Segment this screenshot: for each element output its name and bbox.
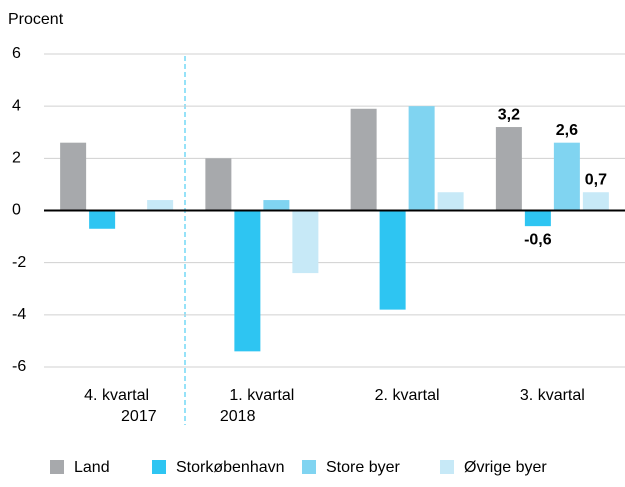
legend-swatch (152, 460, 166, 474)
y-tick-label: -4 (12, 306, 26, 323)
legend-label: Storkøbenhavn (176, 459, 285, 476)
bar (234, 210, 261, 352)
bar (553, 142, 580, 211)
bar (205, 158, 232, 211)
bar (495, 127, 522, 211)
x-tick-sublabel: 2017 (121, 408, 157, 425)
bar (292, 210, 319, 274)
x-tick-sublabel: 2018 (220, 408, 256, 425)
y-tick-label: -6 (12, 358, 26, 375)
y-tick-label: -2 (12, 254, 26, 271)
bar (350, 108, 377, 211)
x-tick-label: 3. kvartal (520, 387, 585, 404)
y-tick-label: 0 (12, 202, 21, 219)
x-tick-label: 4. kvartal (84, 387, 149, 404)
bar (60, 142, 87, 211)
data-label: 2,6 (556, 122, 578, 139)
bar (437, 192, 464, 211)
legend-swatch (302, 460, 316, 474)
y-tick-label: 4 (12, 97, 21, 114)
legend-swatch (50, 460, 64, 474)
y-tick-label: 6 (12, 45, 21, 62)
bar (379, 210, 406, 310)
bar (408, 106, 435, 211)
y-axis-label: Procent (8, 11, 64, 28)
data-label: -0,6 (524, 231, 552, 248)
x-tick-label: 1. kvartal (229, 387, 294, 404)
bar (147, 200, 174, 211)
legend-label: Store byer (326, 459, 400, 476)
legend-label: Land (74, 459, 110, 476)
data-label: 0,7 (585, 171, 607, 188)
bar (263, 200, 290, 211)
bar (524, 210, 551, 227)
y-tick-label: 2 (12, 150, 21, 167)
bar (89, 210, 116, 229)
legend-swatch (440, 460, 454, 474)
data-label: 3,2 (498, 106, 520, 123)
bar (582, 192, 609, 211)
legend-label: Øvrige byer (464, 459, 547, 476)
x-tick-label: 2. kvartal (375, 387, 440, 404)
